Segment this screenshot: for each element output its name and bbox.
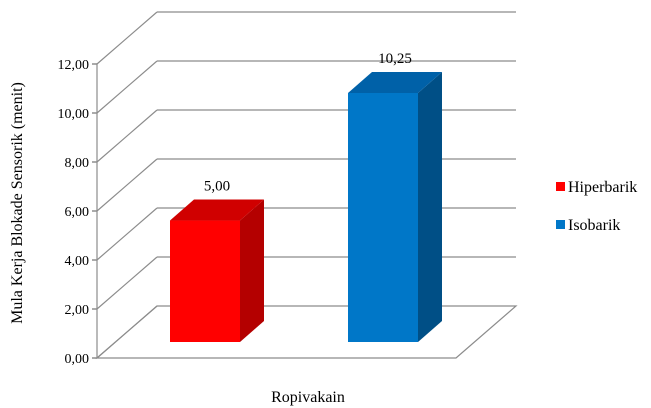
bar-isobarik-side (418, 72, 442, 342)
legend-label-isobarik: Isobarik (568, 217, 620, 234)
floor-plane (95, 305, 518, 359)
gridline-side (96, 207, 158, 261)
y-tick-label: 12,00 (58, 58, 90, 73)
data-label-hiperbarik: 5,00 (204, 179, 230, 195)
bar-isobarik-front (348, 93, 418, 342)
bar-hiperbarik-side (240, 199, 264, 342)
legend: Hiperbarik Isobarik (556, 179, 637, 234)
x-category-label: Ropivakain (271, 389, 345, 406)
gridline-side (96, 256, 158, 310)
bar-layer (170, 72, 442, 342)
y-tick-label: 0,00 (65, 352, 90, 367)
y-tick-label: 8,00 (65, 156, 90, 171)
axis-layer: 0,00 2,00 4,00 6,00 8,00 10,00 12,00 (58, 58, 98, 367)
y-tick-label: 10,00 (58, 107, 90, 122)
legend-label-hiperbarik: Hiperbarik (568, 179, 637, 196)
data-label-isobarik: 10,25 (378, 51, 412, 67)
gridline-side (96, 109, 158, 163)
bar-isobarik-top (348, 72, 442, 93)
grid-layer (95, 11, 518, 359)
legend-swatch-isobarik (556, 220, 565, 229)
gridline-side (96, 158, 158, 212)
legend-swatch-hiperbarik (556, 182, 565, 191)
bar-hiperbarik-top (170, 199, 264, 221)
bar-hiperbarik-front (170, 220, 240, 342)
y-tick-label: 6,00 (65, 205, 90, 220)
y-tick-label: 2,00 (65, 303, 90, 318)
gridline-side (96, 11, 158, 65)
label-layer: 5,00 10,25 (204, 51, 412, 195)
y-axis-title: Mula Kerja Blokade Sensorik (menit) (9, 82, 26, 324)
gridline-side (96, 60, 158, 114)
y-tick-label: 4,00 (65, 254, 90, 269)
